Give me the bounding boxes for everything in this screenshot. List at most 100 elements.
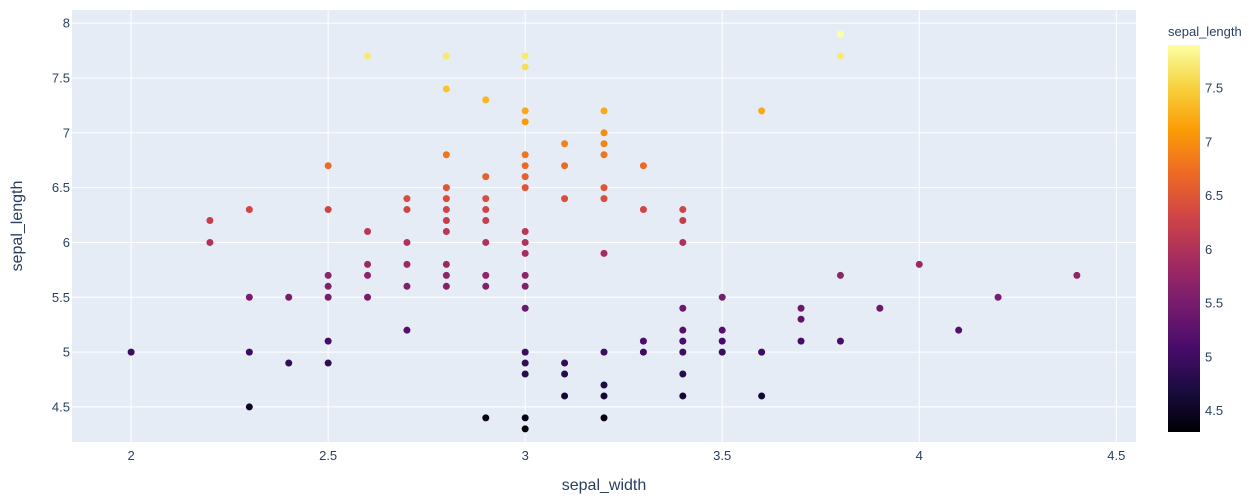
data-point[interactable]: [561, 140, 569, 148]
data-point[interactable]: [758, 392, 766, 400]
data-point[interactable]: [245, 206, 253, 214]
data-point[interactable]: [482, 271, 490, 279]
data-point[interactable]: [482, 206, 490, 214]
data-point[interactable]: [442, 85, 450, 93]
data-point[interactable]: [600, 140, 608, 148]
data-point[interactable]: [600, 107, 608, 115]
data-point[interactable]: [600, 249, 608, 257]
data-point[interactable]: [797, 304, 805, 312]
data-point[interactable]: [876, 304, 884, 312]
data-point[interactable]: [482, 96, 490, 104]
data-point[interactable]: [679, 238, 687, 246]
data-point[interactable]: [521, 370, 529, 378]
data-point[interactable]: [245, 293, 253, 301]
data-point[interactable]: [245, 348, 253, 356]
data-point[interactable]: [521, 249, 529, 257]
data-point[interactable]: [442, 184, 450, 192]
data-point[interactable]: [600, 184, 608, 192]
data-point[interactable]: [482, 282, 490, 290]
data-point[interactable]: [521, 107, 529, 115]
data-point[interactable]: [442, 151, 450, 159]
data-point[interactable]: [403, 238, 411, 246]
data-point[interactable]: [718, 348, 726, 356]
data-point[interactable]: [521, 271, 529, 279]
data-point[interactable]: [836, 30, 844, 38]
data-point[interactable]: [561, 370, 569, 378]
data-point[interactable]: [600, 381, 608, 389]
data-point[interactable]: [403, 282, 411, 290]
data-point[interactable]: [561, 392, 569, 400]
data-point[interactable]: [521, 282, 529, 290]
data-point[interactable]: [521, 151, 529, 159]
data-point[interactable]: [364, 227, 372, 235]
data-point[interactable]: [600, 129, 608, 137]
data-point[interactable]: [521, 348, 529, 356]
data-point[interactable]: [285, 293, 293, 301]
data-point[interactable]: [600, 151, 608, 159]
data-point[interactable]: [364, 293, 372, 301]
data-point[interactable]: [679, 326, 687, 334]
data-point[interactable]: [718, 337, 726, 345]
data-point[interactable]: [442, 217, 450, 225]
data-point[interactable]: [718, 326, 726, 334]
data-point[interactable]: [521, 359, 529, 367]
data-point[interactable]: [600, 392, 608, 400]
data-point[interactable]: [639, 162, 647, 170]
data-point[interactable]: [521, 173, 529, 181]
data-point[interactable]: [561, 162, 569, 170]
data-point[interactable]: [639, 337, 647, 345]
data-point[interactable]: [836, 52, 844, 60]
data-point[interactable]: [679, 206, 687, 214]
data-point[interactable]: [994, 293, 1002, 301]
data-point[interactable]: [403, 195, 411, 203]
data-point[interactable]: [364, 271, 372, 279]
data-point[interactable]: [915, 260, 923, 268]
data-point[interactable]: [364, 52, 372, 60]
data-points[interactable]: [127, 30, 1081, 433]
data-point[interactable]: [718, 293, 726, 301]
data-point[interactable]: [521, 414, 529, 422]
data-point[interactable]: [521, 425, 529, 433]
data-point[interactable]: [442, 206, 450, 214]
data-point[interactable]: [679, 370, 687, 378]
data-point[interactable]: [521, 118, 529, 126]
data-point[interactable]: [324, 271, 332, 279]
data-point[interactable]: [561, 195, 569, 203]
data-point[interactable]: [797, 315, 805, 323]
data-point[interactable]: [364, 260, 372, 268]
data-point[interactable]: [679, 348, 687, 356]
data-point[interactable]: [679, 217, 687, 225]
data-point[interactable]: [324, 206, 332, 214]
data-point[interactable]: [324, 293, 332, 301]
data-point[interactable]: [758, 348, 766, 356]
data-point[interactable]: [206, 217, 214, 225]
data-point[interactable]: [836, 271, 844, 279]
data-point[interactable]: [442, 282, 450, 290]
data-point[interactable]: [600, 195, 608, 203]
data-point[interactable]: [521, 63, 529, 71]
data-point[interactable]: [521, 304, 529, 312]
data-point[interactable]: [639, 206, 647, 214]
data-point[interactable]: [521, 238, 529, 246]
data-point[interactable]: [442, 260, 450, 268]
data-point[interactable]: [521, 184, 529, 192]
data-point[interactable]: [561, 359, 569, 367]
data-point[interactable]: [442, 271, 450, 279]
data-point[interactable]: [521, 52, 529, 60]
data-point[interactable]: [324, 359, 332, 367]
data-point[interactable]: [1073, 271, 1081, 279]
data-point[interactable]: [442, 227, 450, 235]
data-point[interactable]: [324, 337, 332, 345]
data-point[interactable]: [600, 348, 608, 356]
data-point[interactable]: [521, 227, 529, 235]
data-point[interactable]: [442, 195, 450, 203]
data-point[interactable]: [482, 195, 490, 203]
data-point[interactable]: [679, 337, 687, 345]
data-point[interactable]: [600, 414, 608, 422]
data-point[interactable]: [955, 326, 963, 334]
data-point[interactable]: [127, 348, 135, 356]
data-point[interactable]: [639, 348, 647, 356]
data-point[interactable]: [797, 337, 805, 345]
data-point[interactable]: [285, 359, 293, 367]
data-point[interactable]: [206, 238, 214, 246]
